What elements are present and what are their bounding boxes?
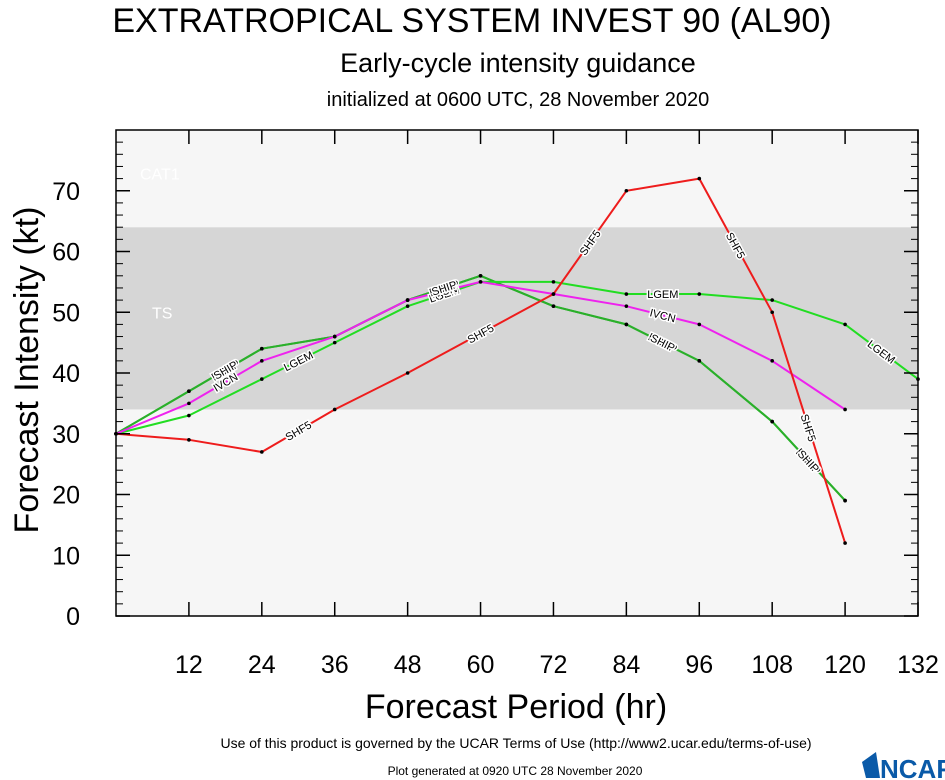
series-line-lgem — [115, 280, 919, 435]
y-tick-label: 0 — [66, 603, 80, 631]
x-tick-label: 72 — [540, 651, 568, 679]
ncar-logo: NCAR — [862, 752, 945, 780]
x-tick-label: 48 — [394, 651, 422, 679]
series-point-ship — [260, 346, 264, 351]
series-point-shf5 — [843, 541, 847, 545]
series-point-lgem — [405, 304, 410, 308]
band-cat1 — [116, 130, 918, 228]
series-label-text-lgem: LGEM — [647, 289, 678, 301]
series-point-ivcn — [624, 304, 629, 308]
series-point-lgem — [187, 413, 191, 418]
y-tick-label: 40 — [52, 360, 80, 388]
series-point-shf5 — [697, 176, 702, 181]
series-point-shf5 — [405, 371, 410, 375]
chart-subtitle: Early-cycle intensity guidance — [340, 48, 696, 78]
series-point-lgem — [551, 280, 556, 284]
intensity-band-labels: TS CAT1 — [140, 167, 180, 323]
series-point-lgem — [260, 377, 264, 381]
y-tick-label: 70 — [52, 178, 80, 206]
axis-ticks — [116, 130, 919, 617]
series-point-ivcn — [332, 334, 337, 339]
y-tick-label: 50 — [52, 299, 80, 327]
series-point-ivcn — [187, 401, 191, 406]
series-point-lgem — [843, 322, 847, 327]
x-axis-title: Forecast Period (hr) — [365, 688, 667, 726]
ncar-logo-swoosh-icon — [862, 752, 880, 778]
x-tick-label: 120 — [824, 651, 866, 679]
band-label-ts: TS — [152, 305, 172, 322]
chart-title: EXTRATROPICAL SYSTEM INVEST 90 (AL90) — [112, 2, 831, 40]
x-tick-label: 132 — [897, 651, 939, 679]
series-point-ivcn — [770, 359, 774, 363]
x-tick-label: 84 — [612, 651, 640, 679]
series-label-lgem: LGEM — [646, 288, 680, 303]
x-tick-label: 36 — [321, 651, 349, 679]
series-point-lgem — [624, 292, 629, 296]
series-point-ship — [770, 419, 774, 424]
series-point-shf5 — [187, 438, 191, 442]
series-point-ship — [551, 304, 556, 308]
x-tick-label: 96 — [685, 651, 713, 679]
series-point-ivcn — [405, 298, 410, 302]
y-tick-labels: 0 10 20 30 40 50 60 70 — [52, 178, 80, 631]
series-points — [114, 176, 920, 545]
series-point-ivcn — [843, 407, 847, 412]
series-point-shf5 — [770, 310, 774, 315]
series-point-shf5 — [624, 188, 629, 193]
x-tick-label: 24 — [248, 651, 276, 679]
series-point-shf5 — [551, 292, 556, 296]
series-point-shf5 — [260, 450, 264, 454]
series-point-ivcn — [478, 280, 483, 284]
ncar-logo-text: NCAR — [880, 754, 945, 780]
series-point-lgem — [770, 298, 774, 302]
y-tick-label: 60 — [52, 239, 80, 267]
series-point-ship — [478, 274, 483, 278]
x-tick-labels: 12 24 36 48 60 72 84 96 108 120 132 — [175, 651, 939, 679]
series-point-lgem — [332, 340, 337, 345]
terms-of-use-text: Use of this product is governed by the U… — [220, 735, 811, 751]
series-point-ship — [187, 389, 191, 394]
series-line-shf5 — [115, 177, 847, 544]
band-ts — [116, 227, 918, 410]
series-point-lgem — [697, 292, 702, 296]
x-tick-label: 108 — [751, 651, 793, 679]
series-point-ship — [624, 322, 629, 327]
y-tick-label: 20 — [52, 482, 80, 510]
band-label-cat1: CAT1 — [140, 167, 180, 184]
series-point-ivcn — [697, 322, 702, 327]
series-point-ivcn — [260, 359, 264, 363]
x-tick-label: 60 — [467, 651, 495, 679]
plot-generated-text: Plot generated at 0920 UTC 28 November 2… — [388, 764, 643, 778]
y-axis-title: Forecast Intensity (kt) — [8, 207, 46, 534]
series-point-ship — [843, 498, 847, 503]
y-tick-label: 30 — [52, 421, 80, 449]
series-point-shf5 — [332, 407, 337, 412]
y-tick-label: 10 — [52, 542, 80, 570]
x-tick-label: 12 — [175, 651, 203, 679]
series-point-ship — [697, 359, 702, 363]
intensity-bands — [116, 130, 918, 410]
chart-initialized: initialized at 0600 UTC, 28 November 202… — [327, 89, 709, 111]
